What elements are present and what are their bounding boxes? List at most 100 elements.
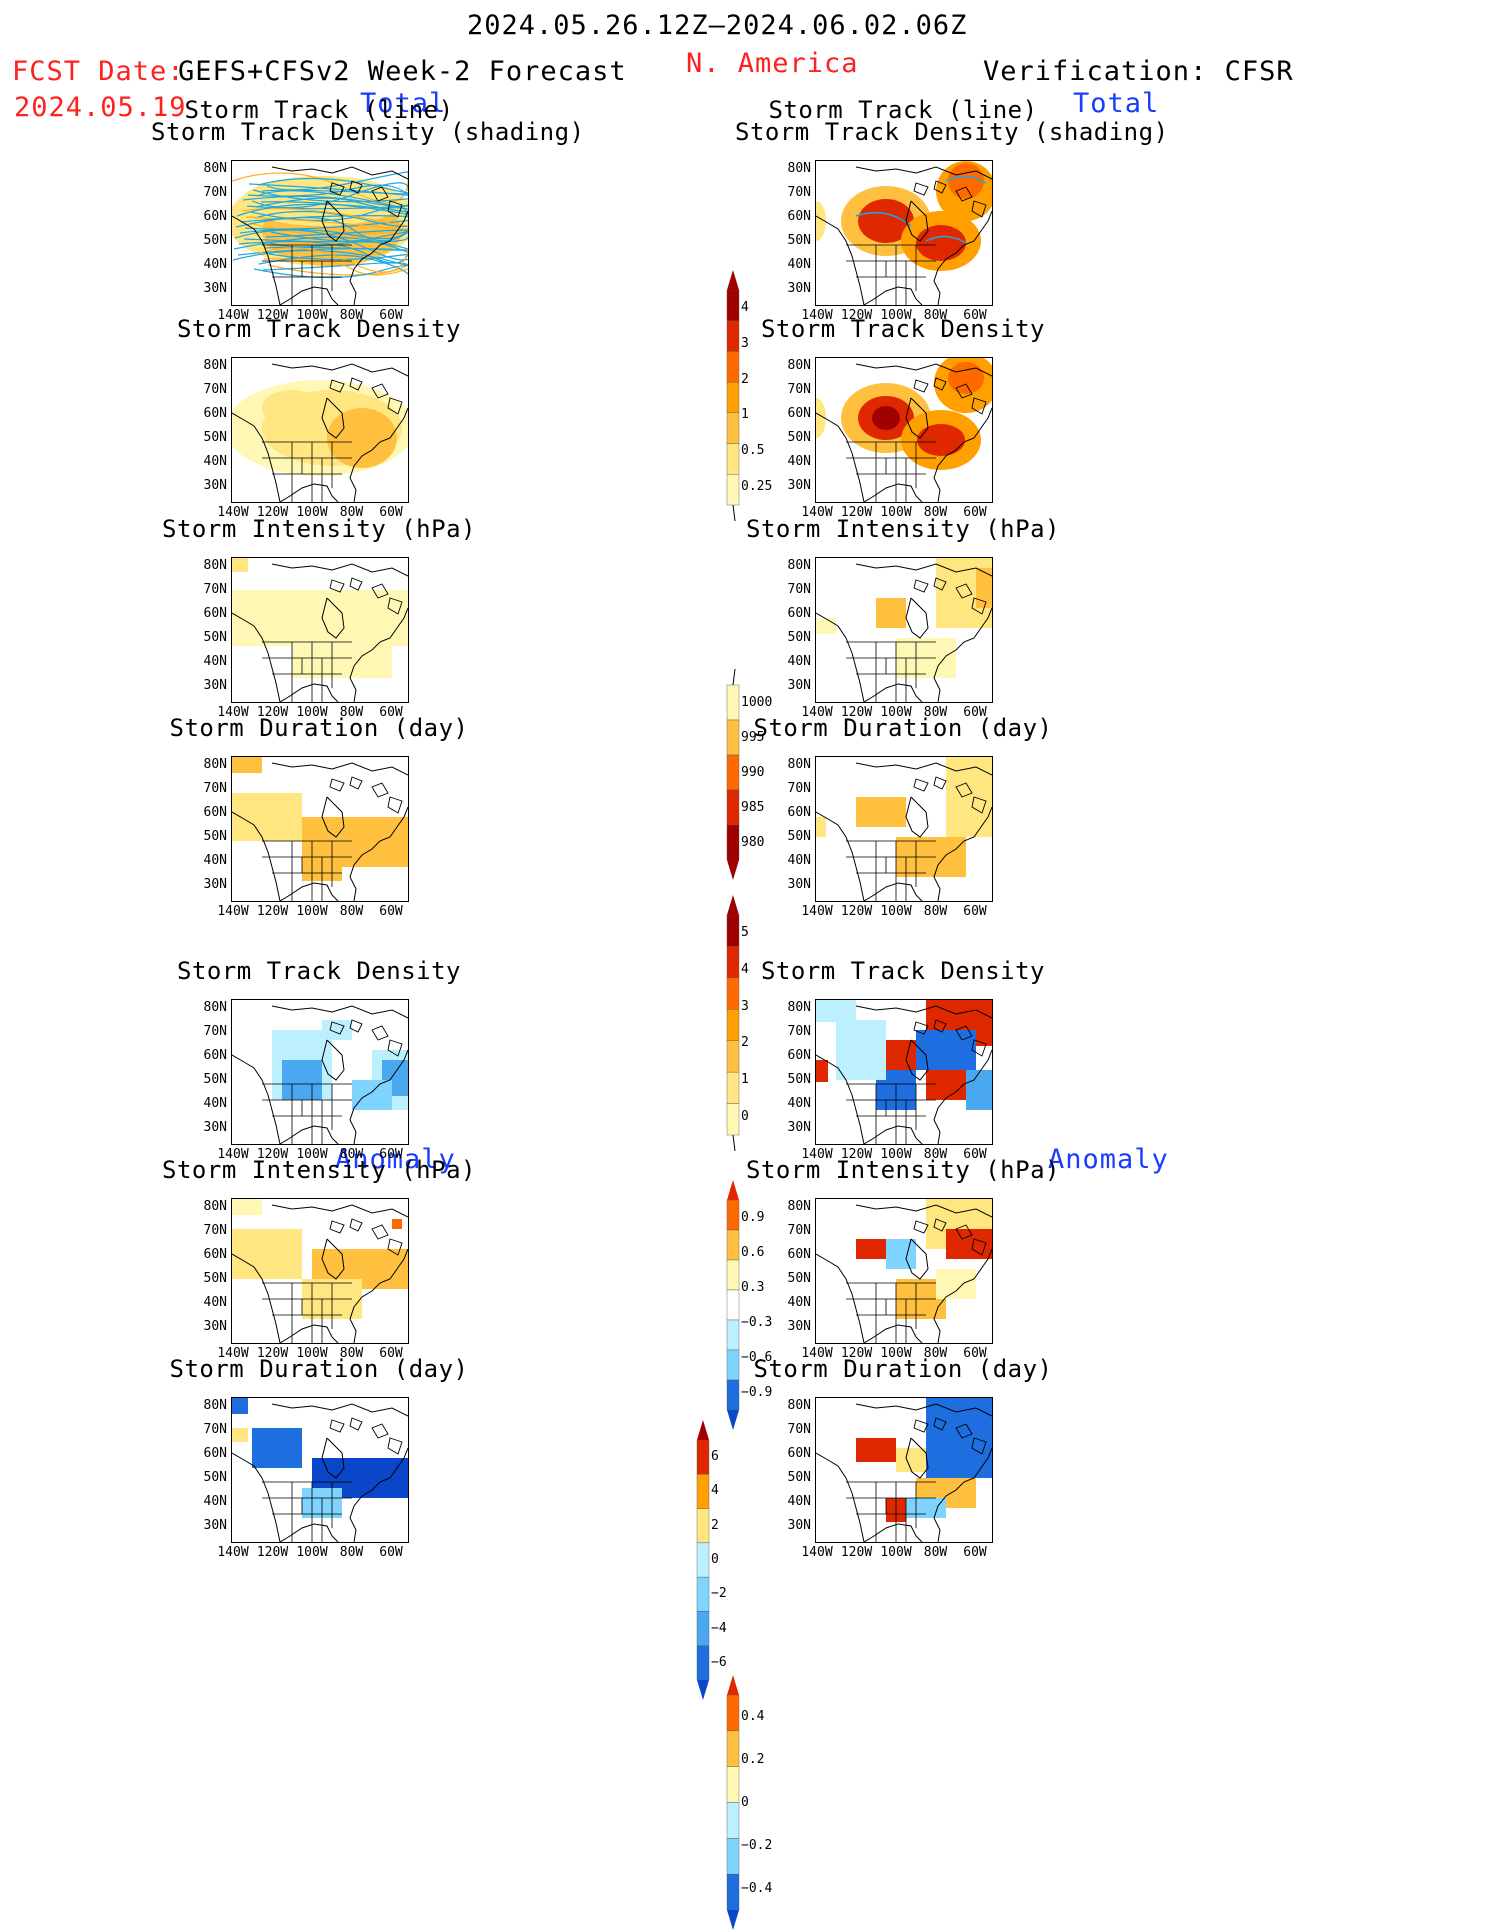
lon-tick-label: 140W bbox=[217, 505, 249, 520]
lat-tick-label: 70N bbox=[203, 582, 227, 597]
verification-anom-duration-title-1: Storm Duration (day) bbox=[753, 1355, 1053, 1383]
lat-tick-label: 60N bbox=[787, 1247, 811, 1262]
verification-total-intensity-plot bbox=[816, 558, 992, 702]
lat-tick-label: 60N bbox=[787, 1048, 811, 1063]
coastline bbox=[232, 762, 408, 901]
forecast-anom-duration-title-1: Storm Duration (day) bbox=[169, 1355, 469, 1383]
lon-tick-label: 120W bbox=[256, 904, 289, 919]
state-borders bbox=[846, 1083, 936, 1144]
colorbar-arrow-top bbox=[727, 895, 739, 915]
lon-tick-label: 120W bbox=[840, 904, 873, 919]
colorbar-density-anom bbox=[726, 1180, 740, 1430]
lon-tick-label: 60W bbox=[963, 1545, 987, 1560]
colorbar-label: 5 bbox=[741, 925, 749, 941]
forecast-anom-density-map bbox=[231, 999, 409, 1145]
shading-cell bbox=[327, 408, 397, 468]
colorbar-label: −0.3 bbox=[741, 1314, 773, 1330]
lat-tick-label: 30N bbox=[203, 1518, 227, 1533]
lat-tick-label: 50N bbox=[787, 630, 811, 645]
lon-tick-label: 120W bbox=[256, 308, 289, 323]
lat-tick-label: 50N bbox=[787, 430, 811, 445]
forecast-total-duration-map bbox=[231, 756, 409, 902]
colorbar-swatch bbox=[726, 1379, 740, 1411]
lat-tick-label: 40N bbox=[203, 1494, 227, 1509]
lat-tick-label: 60N bbox=[203, 1446, 227, 1461]
period-title: 2024.05.26.12Z–2024.06.02.06Z bbox=[467, 10, 968, 41]
lat-tick-label: 40N bbox=[787, 257, 811, 272]
colorbar-label: 3 bbox=[741, 998, 749, 1014]
shading-cell bbox=[816, 817, 826, 837]
forecast-total-track-title-2: Storm Track Density (shading) bbox=[151, 118, 585, 146]
colorbar-label: −4 bbox=[711, 1620, 727, 1636]
forecast-total-duration-title-1: Storm Duration (day) bbox=[169, 714, 469, 742]
colorbar-swatch bbox=[726, 789, 740, 826]
lat-tick-label: 80N bbox=[203, 1199, 227, 1214]
lat-tick-label: 50N bbox=[203, 630, 227, 645]
lon-tick-label: 140W bbox=[217, 904, 249, 919]
lat-tick-label: 70N bbox=[203, 1422, 227, 1437]
verification-total-density-map bbox=[815, 357, 993, 503]
islands bbox=[913, 1019, 987, 1057]
colorbar-arrow-top bbox=[697, 1420, 709, 1440]
islands bbox=[913, 577, 987, 615]
verification-total-track-map bbox=[815, 160, 993, 306]
state-borders bbox=[262, 641, 352, 702]
coastline bbox=[232, 1005, 408, 1144]
shading-cell bbox=[856, 797, 906, 827]
lat-tick-label: 80N bbox=[787, 1199, 811, 1214]
lon-tick-label: 100W bbox=[880, 1346, 912, 1361]
lon-tick-label: 140W bbox=[801, 904, 833, 919]
colorbar-swatch bbox=[726, 474, 740, 506]
verification-total-track-title-1: Storm Track (line) bbox=[768, 96, 1038, 124]
lon-tick-label: 140W bbox=[217, 1346, 249, 1361]
lon-tick-label: 60W bbox=[379, 308, 403, 323]
verification-total-track-title-2: Storm Track Density (shading) bbox=[735, 118, 1169, 146]
verification-anom-density-title-1: Storm Track Density bbox=[760, 957, 1046, 985]
lon-tick-label: 120W bbox=[256, 1545, 289, 1560]
lat-tick-label: 70N bbox=[787, 582, 811, 597]
lat-tick-label: 80N bbox=[203, 757, 227, 772]
lon-tick-label: 80W bbox=[339, 1545, 364, 1560]
state-borders bbox=[846, 641, 936, 702]
islands bbox=[913, 1218, 987, 1256]
colorbar-arrow-top bbox=[727, 1675, 739, 1695]
colorbar-label: 1 bbox=[741, 1072, 749, 1087]
shading-cell bbox=[917, 424, 965, 456]
colorbar-label: 2 bbox=[711, 1517, 719, 1533]
lat-tick-label: 60N bbox=[203, 1048, 227, 1063]
shading-cell bbox=[816, 618, 836, 634]
colorbar-label: 0.25 bbox=[741, 479, 773, 495]
lat-tick-label: 40N bbox=[787, 1295, 811, 1310]
lon-tick-label: 60W bbox=[379, 705, 403, 720]
colorbar-swatch bbox=[726, 412, 740, 444]
lon-tick-label: 80W bbox=[923, 1147, 948, 1162]
forecast-total-density-plot bbox=[232, 363, 408, 502]
lat-tick-label: 40N bbox=[787, 1494, 811, 1509]
colorbar-label: −6 bbox=[711, 1654, 727, 1670]
lon-tick-label: 60W bbox=[379, 1147, 403, 1162]
forecast-total-intensity-title-1: Storm Intensity (hPa) bbox=[162, 515, 476, 543]
islands bbox=[329, 180, 403, 218]
colorbar-swatch bbox=[696, 1542, 710, 1578]
colorbar-label: 0 bbox=[741, 1108, 749, 1124]
colorbar-label: 0.6 bbox=[741, 1244, 765, 1260]
colorbar-swatch bbox=[726, 1802, 740, 1839]
lon-tick-label: 120W bbox=[256, 705, 289, 720]
colorbar-arrow-bottom bbox=[727, 1410, 739, 1430]
shading-cell bbox=[816, 1060, 828, 1082]
lat-tick-label: 50N bbox=[787, 1271, 811, 1286]
lat-tick-label: 70N bbox=[787, 781, 811, 796]
lon-tick-label: 120W bbox=[840, 308, 873, 323]
colorbar-label: 990 bbox=[741, 764, 765, 780]
colorbar-swatch bbox=[726, 1199, 740, 1231]
forecast-total-intensity-plot bbox=[232, 558, 408, 702]
lat-tick-label: 60N bbox=[203, 406, 227, 421]
track-line bbox=[257, 177, 408, 194]
forecast-anom-duration-map bbox=[231, 1397, 409, 1543]
verification-total-duration-title-1: Storm Duration (day) bbox=[753, 714, 1053, 742]
lat-tick-label: 70N bbox=[787, 1223, 811, 1238]
lon-tick-label: 80W bbox=[923, 505, 948, 520]
lon-tick-label: 100W bbox=[880, 308, 912, 323]
coastline bbox=[232, 363, 408, 502]
track-line bbox=[253, 264, 408, 279]
